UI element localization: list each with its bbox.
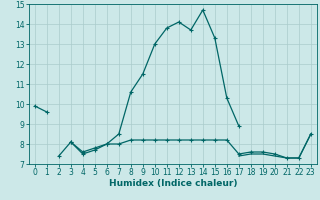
X-axis label: Humidex (Indice chaleur): Humidex (Indice chaleur) <box>108 179 237 188</box>
